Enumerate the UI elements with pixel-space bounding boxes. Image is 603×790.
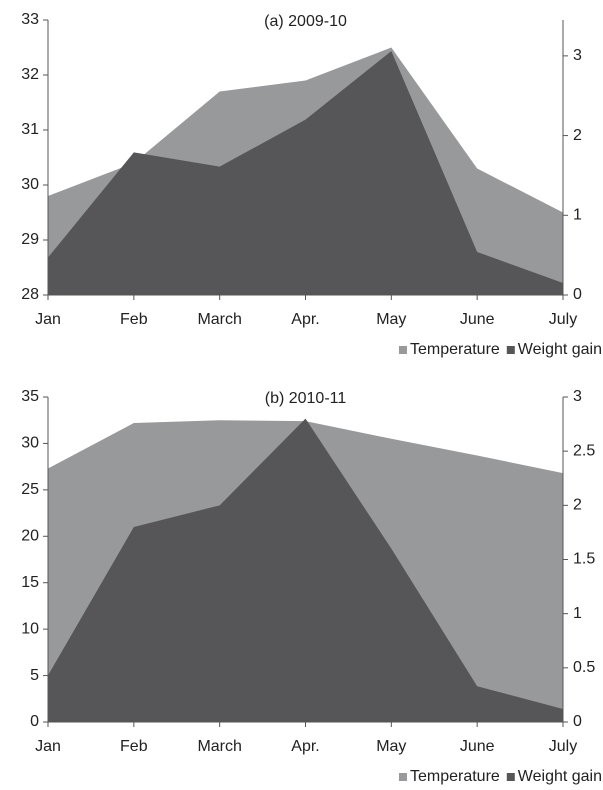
x-tick-label: May (376, 738, 406, 755)
y-tick-label: 29 (21, 231, 39, 248)
y-tick-label: 20 (21, 528, 39, 545)
y-tick-label: 35 (21, 388, 39, 405)
y-tick-label: 31 (21, 121, 39, 138)
legend-swatch (398, 346, 407, 354)
x-tick-label: Apr. (291, 311, 319, 328)
area (48, 51, 563, 295)
y-tick-label: 28 (21, 286, 39, 303)
x-tick-label: March (197, 311, 241, 328)
x-tick-label: Apr. (291, 738, 319, 755)
y2-tick-label: 1.5 (573, 551, 595, 568)
x-tick-label: June (460, 738, 495, 755)
x-tick-label: Feb (120, 738, 148, 755)
x-tick-label: Feb (120, 311, 148, 328)
x-tick-label: Jan (35, 311, 61, 328)
y2-tick-label: 0.5 (573, 659, 595, 676)
x-tick-label: June (460, 311, 495, 328)
chart-title: (a) 2009-10 (264, 13, 347, 30)
y2-tick-label: 1 (573, 605, 582, 622)
legend-swatch (506, 346, 515, 354)
y2-tick-label: 3 (573, 47, 582, 64)
x-tick-label: March (197, 738, 241, 755)
legend-label: Temperature (410, 341, 500, 358)
x-tick-label: May (376, 311, 406, 328)
legend-label: Temperature (410, 768, 500, 785)
y-tick-label: 5 (30, 667, 39, 684)
y2-tick-label: 0 (573, 713, 582, 730)
y2-tick-label: 2.5 (573, 442, 595, 459)
y2-tick-label: 0 (573, 286, 582, 303)
area (48, 418, 563, 722)
legend-swatch (398, 773, 407, 781)
legend-swatch (506, 773, 515, 781)
y-tick-label: 32 (21, 66, 39, 83)
x-tick-label: July (549, 738, 577, 755)
legend-label: Weight gain (518, 341, 602, 358)
chart-title: (b) 2010-11 (265, 390, 347, 407)
y2-tick-label: 3 (573, 388, 582, 405)
x-tick-label: July (549, 311, 577, 328)
y-tick-label: 30 (21, 435, 39, 452)
y-tick-label: 0 (30, 713, 39, 730)
y-tick-label: 10 (21, 620, 39, 637)
y-tick-label: 33 (21, 11, 39, 28)
y2-tick-label: 1 (573, 207, 582, 224)
y2-tick-label: 2 (573, 127, 582, 144)
y-tick-label: 25 (21, 481, 39, 498)
x-tick-label: Jan (35, 738, 61, 755)
y-tick-label: 15 (21, 574, 39, 591)
y2-tick-label: 2 (573, 497, 582, 514)
legend-label: Weight gain (518, 768, 602, 785)
y-tick-label: 30 (21, 176, 39, 193)
